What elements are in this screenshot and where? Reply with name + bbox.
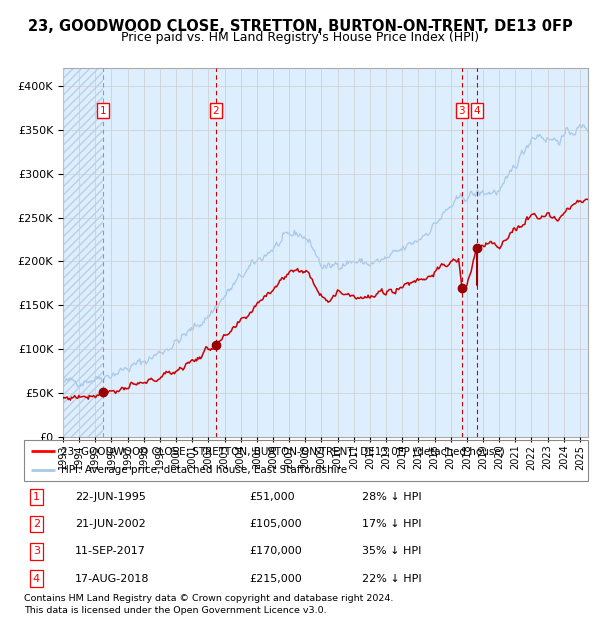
Text: 23, GOODWOOD CLOSE, STRETTON, BURTON-ON-TRENT, DE13 0FP (detached house): 23, GOODWOOD CLOSE, STRETTON, BURTON-ON-… [61,446,505,456]
Text: 17-AUG-2018: 17-AUG-2018 [75,574,149,583]
Text: 22% ↓ HPI: 22% ↓ HPI [362,574,422,583]
Text: 11-SEP-2017: 11-SEP-2017 [75,546,146,556]
Text: 28% ↓ HPI: 28% ↓ HPI [362,492,422,502]
Text: 35% ↓ HPI: 35% ↓ HPI [362,546,422,556]
Text: £170,000: £170,000 [250,546,302,556]
Text: 1: 1 [100,105,106,115]
Text: 3: 3 [458,105,465,115]
Text: 23, GOODWOOD CLOSE, STRETTON, BURTON-ON-TRENT, DE13 0FP: 23, GOODWOOD CLOSE, STRETTON, BURTON-ON-… [28,19,572,33]
Text: Price paid vs. HM Land Registry's House Price Index (HPI): Price paid vs. HM Land Registry's House … [121,31,479,44]
Bar [63,68,103,437]
Text: 21-JUN-2002: 21-JUN-2002 [75,520,146,529]
Text: £105,000: £105,000 [250,520,302,529]
Text: 22-JUN-1995: 22-JUN-1995 [75,492,146,502]
Text: 2: 2 [212,105,219,115]
Text: 4: 4 [474,105,481,115]
Text: 4: 4 [33,574,40,583]
Text: £215,000: £215,000 [250,574,302,583]
Text: 17% ↓ HPI: 17% ↓ HPI [362,520,422,529]
Text: 3: 3 [33,546,40,556]
Text: 1: 1 [33,492,40,502]
Text: 2: 2 [33,520,40,529]
Text: This data is licensed under the Open Government Licence v3.0.: This data is licensed under the Open Gov… [24,606,326,616]
Text: £51,000: £51,000 [250,492,295,502]
Text: Contains HM Land Registry data © Crown copyright and database right 2024.: Contains HM Land Registry data © Crown c… [24,594,394,603]
Text: HPI: Average price, detached house, East Staffordshire: HPI: Average price, detached house, East… [61,466,347,476]
